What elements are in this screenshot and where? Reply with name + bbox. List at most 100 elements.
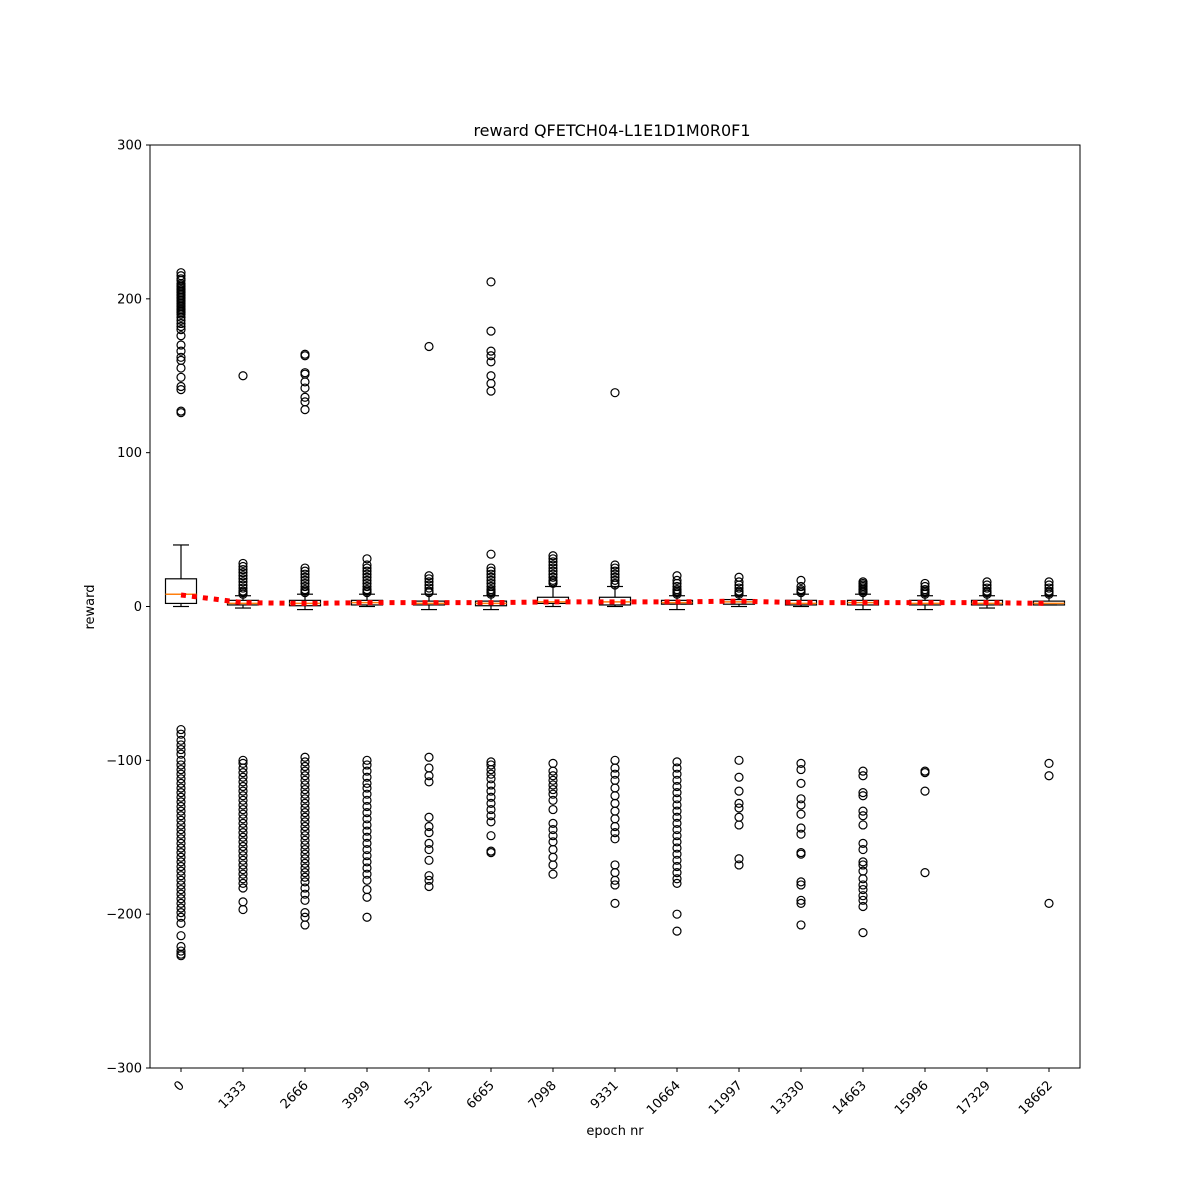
outlier-point	[424, 752, 434, 762]
outlier-point	[362, 844, 372, 855]
outlier-point	[796, 588, 806, 598]
outlier-point	[796, 849, 806, 859]
y-axis: −300 −200 −100 0 100 200 300	[106, 139, 150, 1077]
box-group-1333	[226, 371, 260, 915]
outlier-point	[1044, 589, 1054, 599]
outlier-point	[920, 768, 930, 778]
outlier-point	[176, 363, 186, 373]
outlier-point	[238, 558, 248, 569]
outlier-point	[424, 777, 434, 787]
outlier-point	[858, 895, 868, 905]
outlier-point	[300, 821, 310, 832]
mean-trend-line	[180, 592, 1050, 606]
outlier-point	[238, 571, 248, 581]
outlier-point	[858, 891, 868, 901]
outlier-point	[300, 863, 310, 873]
outlier-point	[238, 846, 248, 856]
outlier-point	[796, 898, 806, 908]
outlier-point	[176, 788, 186, 798]
outlier-point	[238, 855, 248, 865]
outlier-point	[300, 854, 310, 864]
outlier-point	[176, 325, 186, 335]
outlier-point	[362, 912, 372, 922]
outlier-point	[176, 764, 186, 775]
outlier-point	[362, 566, 372, 576]
outlier-point	[486, 760, 496, 770]
outlier-point	[486, 589, 496, 599]
outlier-point	[734, 772, 744, 782]
outlier-point	[610, 875, 620, 885]
outlier-point	[176, 769, 186, 779]
outlier-point	[548, 578, 558, 589]
outlier-point	[238, 883, 248, 893]
outlier-point	[362, 575, 372, 585]
outlier-point	[176, 880, 186, 890]
outlier-point	[300, 392, 310, 402]
outlier-point	[486, 326, 496, 336]
outlier-point	[238, 800, 248, 810]
outlier-point	[610, 763, 620, 773]
outlier-point	[672, 818, 682, 829]
outlier-point	[486, 566, 496, 576]
outlier-point	[486, 804, 496, 815]
outlier-point	[176, 871, 186, 881]
outlier-point	[176, 774, 186, 784]
outlier-point	[300, 761, 310, 772]
outlier-point	[176, 755, 186, 765]
outlier-point	[734, 786, 744, 796]
box-group-9331	[598, 388, 632, 908]
outlier-point	[858, 811, 868, 821]
outlier-point	[238, 777, 248, 787]
outlier-point	[176, 408, 186, 418]
outlier-point	[858, 838, 868, 849]
outlier-point	[238, 763, 248, 773]
outlier-point	[176, 866, 186, 876]
outlier-point	[362, 857, 372, 867]
outlier-point	[176, 918, 186, 928]
outlier-point	[672, 575, 682, 585]
outlier-point	[920, 786, 930, 796]
outlier-point	[486, 774, 496, 784]
outlier-point	[610, 580, 620, 590]
outlier-point	[858, 844, 868, 855]
outlier-point	[176, 834, 186, 844]
outlier-point	[238, 804, 248, 815]
outlier-point	[176, 875, 186, 885]
outlier-point	[176, 815, 186, 825]
outlier-point	[424, 855, 434, 865]
outlier-point	[424, 838, 434, 849]
outlier-point	[982, 589, 992, 599]
outlier-point	[176, 951, 186, 961]
outlier-point	[672, 781, 682, 792]
outlier-point	[176, 884, 186, 895]
outlier-point	[176, 912, 186, 922]
outlier-point	[176, 318, 186, 329]
outlier-point	[176, 309, 186, 319]
outlier-point	[300, 817, 310, 827]
outlier-point	[176, 315, 186, 325]
outlier-point	[176, 801, 186, 812]
outlier-point	[176, 372, 186, 382]
outlier-point	[610, 880, 620, 890]
outlier-point	[796, 758, 806, 769]
outlier-point	[548, 560, 558, 570]
outlier-point	[362, 569, 372, 579]
outlier-point	[238, 786, 248, 796]
y-tick-label: −200	[106, 908, 142, 923]
outlier-point	[176, 806, 186, 816]
outlier-point	[424, 571, 434, 581]
outlier-point	[362, 875, 372, 885]
y-tick-label: 0	[134, 600, 142, 615]
outlier-point	[610, 821, 620, 832]
outlier-point	[300, 877, 310, 887]
outlier-point	[424, 577, 434, 587]
outlier-point	[362, 560, 372, 570]
outlier-point	[486, 357, 496, 367]
outlier-point	[486, 780, 496, 790]
y-tick-label: 100	[117, 446, 142, 461]
outlier-point	[548, 818, 558, 829]
outlier-point	[424, 588, 434, 598]
outlier-point	[610, 828, 620, 838]
outlier-point	[486, 563, 496, 573]
